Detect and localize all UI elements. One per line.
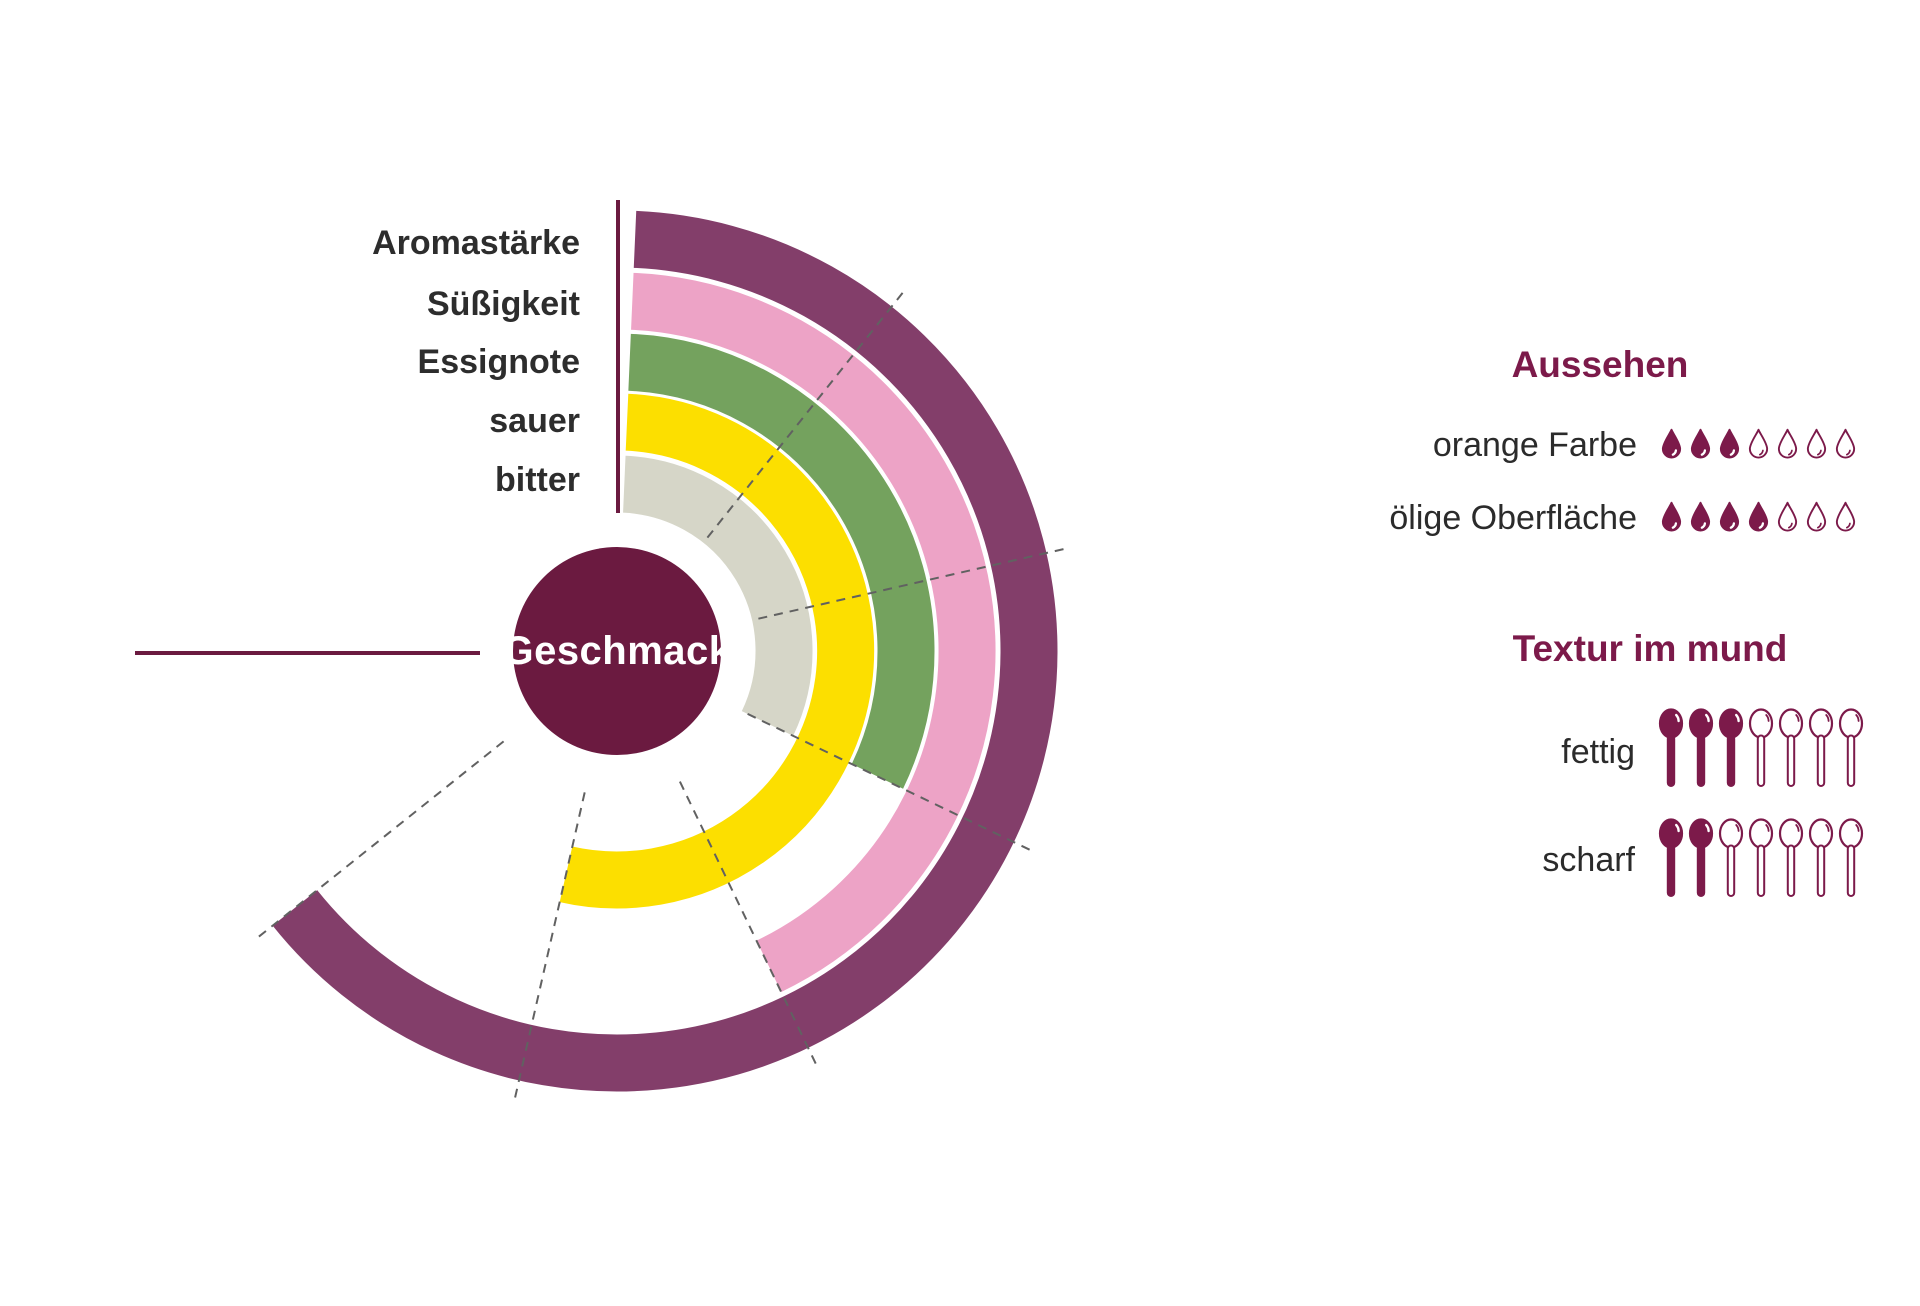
spoon-icon-empty	[1748, 708, 1774, 787]
ring-arc-5	[622, 455, 813, 736]
droplet-icon-filled	[1690, 428, 1711, 459]
ring-label-bitter: bitter	[495, 461, 580, 499]
ring-arc-1	[272, 210, 1058, 1092]
ring-label-sauer: sauer	[489, 402, 580, 440]
droplet-icon-filled	[1661, 501, 1682, 532]
spoon-icon-empty	[1808, 708, 1834, 787]
ring-label-aromastaerke: Aromastärke	[372, 224, 580, 262]
ring-arc-3	[628, 333, 935, 789]
section-title-aussehen: Aussehen	[1511, 344, 1689, 385]
taste-wheel-svg	[135, 200, 1064, 1098]
droplet-icon-filled	[1719, 428, 1740, 459]
rating-label-fettig: fettig	[1561, 733, 1635, 771]
ring-label-suessigkeit: Süßigkeit	[426, 285, 580, 323]
rating-label-orange-farbe: orange Farbe	[1432, 426, 1637, 464]
sector-divider	[706, 292, 904, 539]
rating-row-oelige-oberflaeche	[1660, 501, 1857, 534]
rating-label-oelige-oberflaeche: ölige Oberfläche	[1389, 499, 1637, 537]
rating-row-scharf	[1658, 818, 1864, 898]
section-title-textur-im-mund: Textur im mund	[1512, 628, 1788, 669]
ring-label-essignote: Essignote	[417, 343, 580, 381]
droplet-icon-filled	[1690, 501, 1711, 532]
spoon-icon-filled	[1688, 818, 1714, 897]
droplet-icon-filled	[1661, 428, 1682, 459]
rating-row-orange-farbe	[1660, 428, 1857, 461]
spoon-icon-filled	[1688, 708, 1714, 787]
spoon-icon-filled	[1658, 708, 1684, 787]
wheel-center-label: Geschmack	[502, 629, 732, 673]
spoon-icon-empty	[1778, 818, 1804, 897]
droplet-icon-empty	[1748, 428, 1769, 459]
rating-row-fettig	[1658, 708, 1864, 788]
droplet-icon-filled	[1719, 501, 1740, 532]
sector-divider	[514, 792, 586, 1098]
droplet-icon-filled	[1748, 501, 1769, 532]
sector-divider	[758, 548, 1064, 620]
droplet-icon-empty	[1777, 428, 1798, 459]
droplet-icon-empty	[1835, 501, 1856, 532]
droplet-icon-empty	[1777, 501, 1798, 532]
droplet-icon-empty	[1806, 428, 1827, 459]
droplet-icon-empty	[1835, 428, 1856, 459]
spoon-icon-empty	[1838, 708, 1864, 787]
ring-arc-2	[631, 272, 996, 992]
rating-label-scharf: scharf	[1542, 841, 1635, 879]
spoon-icon-empty	[1778, 708, 1804, 787]
center-circle	[513, 547, 721, 755]
spoon-icon-filled	[1658, 818, 1684, 897]
spoon-icon-empty	[1718, 818, 1744, 897]
sector-divider	[747, 712, 1031, 851]
ring-arc-4	[559, 393, 875, 909]
droplet-icon-empty	[1806, 501, 1827, 532]
spoon-icon-empty	[1748, 818, 1774, 897]
spoon-icon-empty	[1838, 818, 1864, 897]
spoon-icon-filled	[1718, 708, 1744, 787]
spoon-icon-empty	[1808, 818, 1834, 897]
sector-divider	[258, 740, 505, 938]
sector-divider	[678, 781, 817, 1065]
